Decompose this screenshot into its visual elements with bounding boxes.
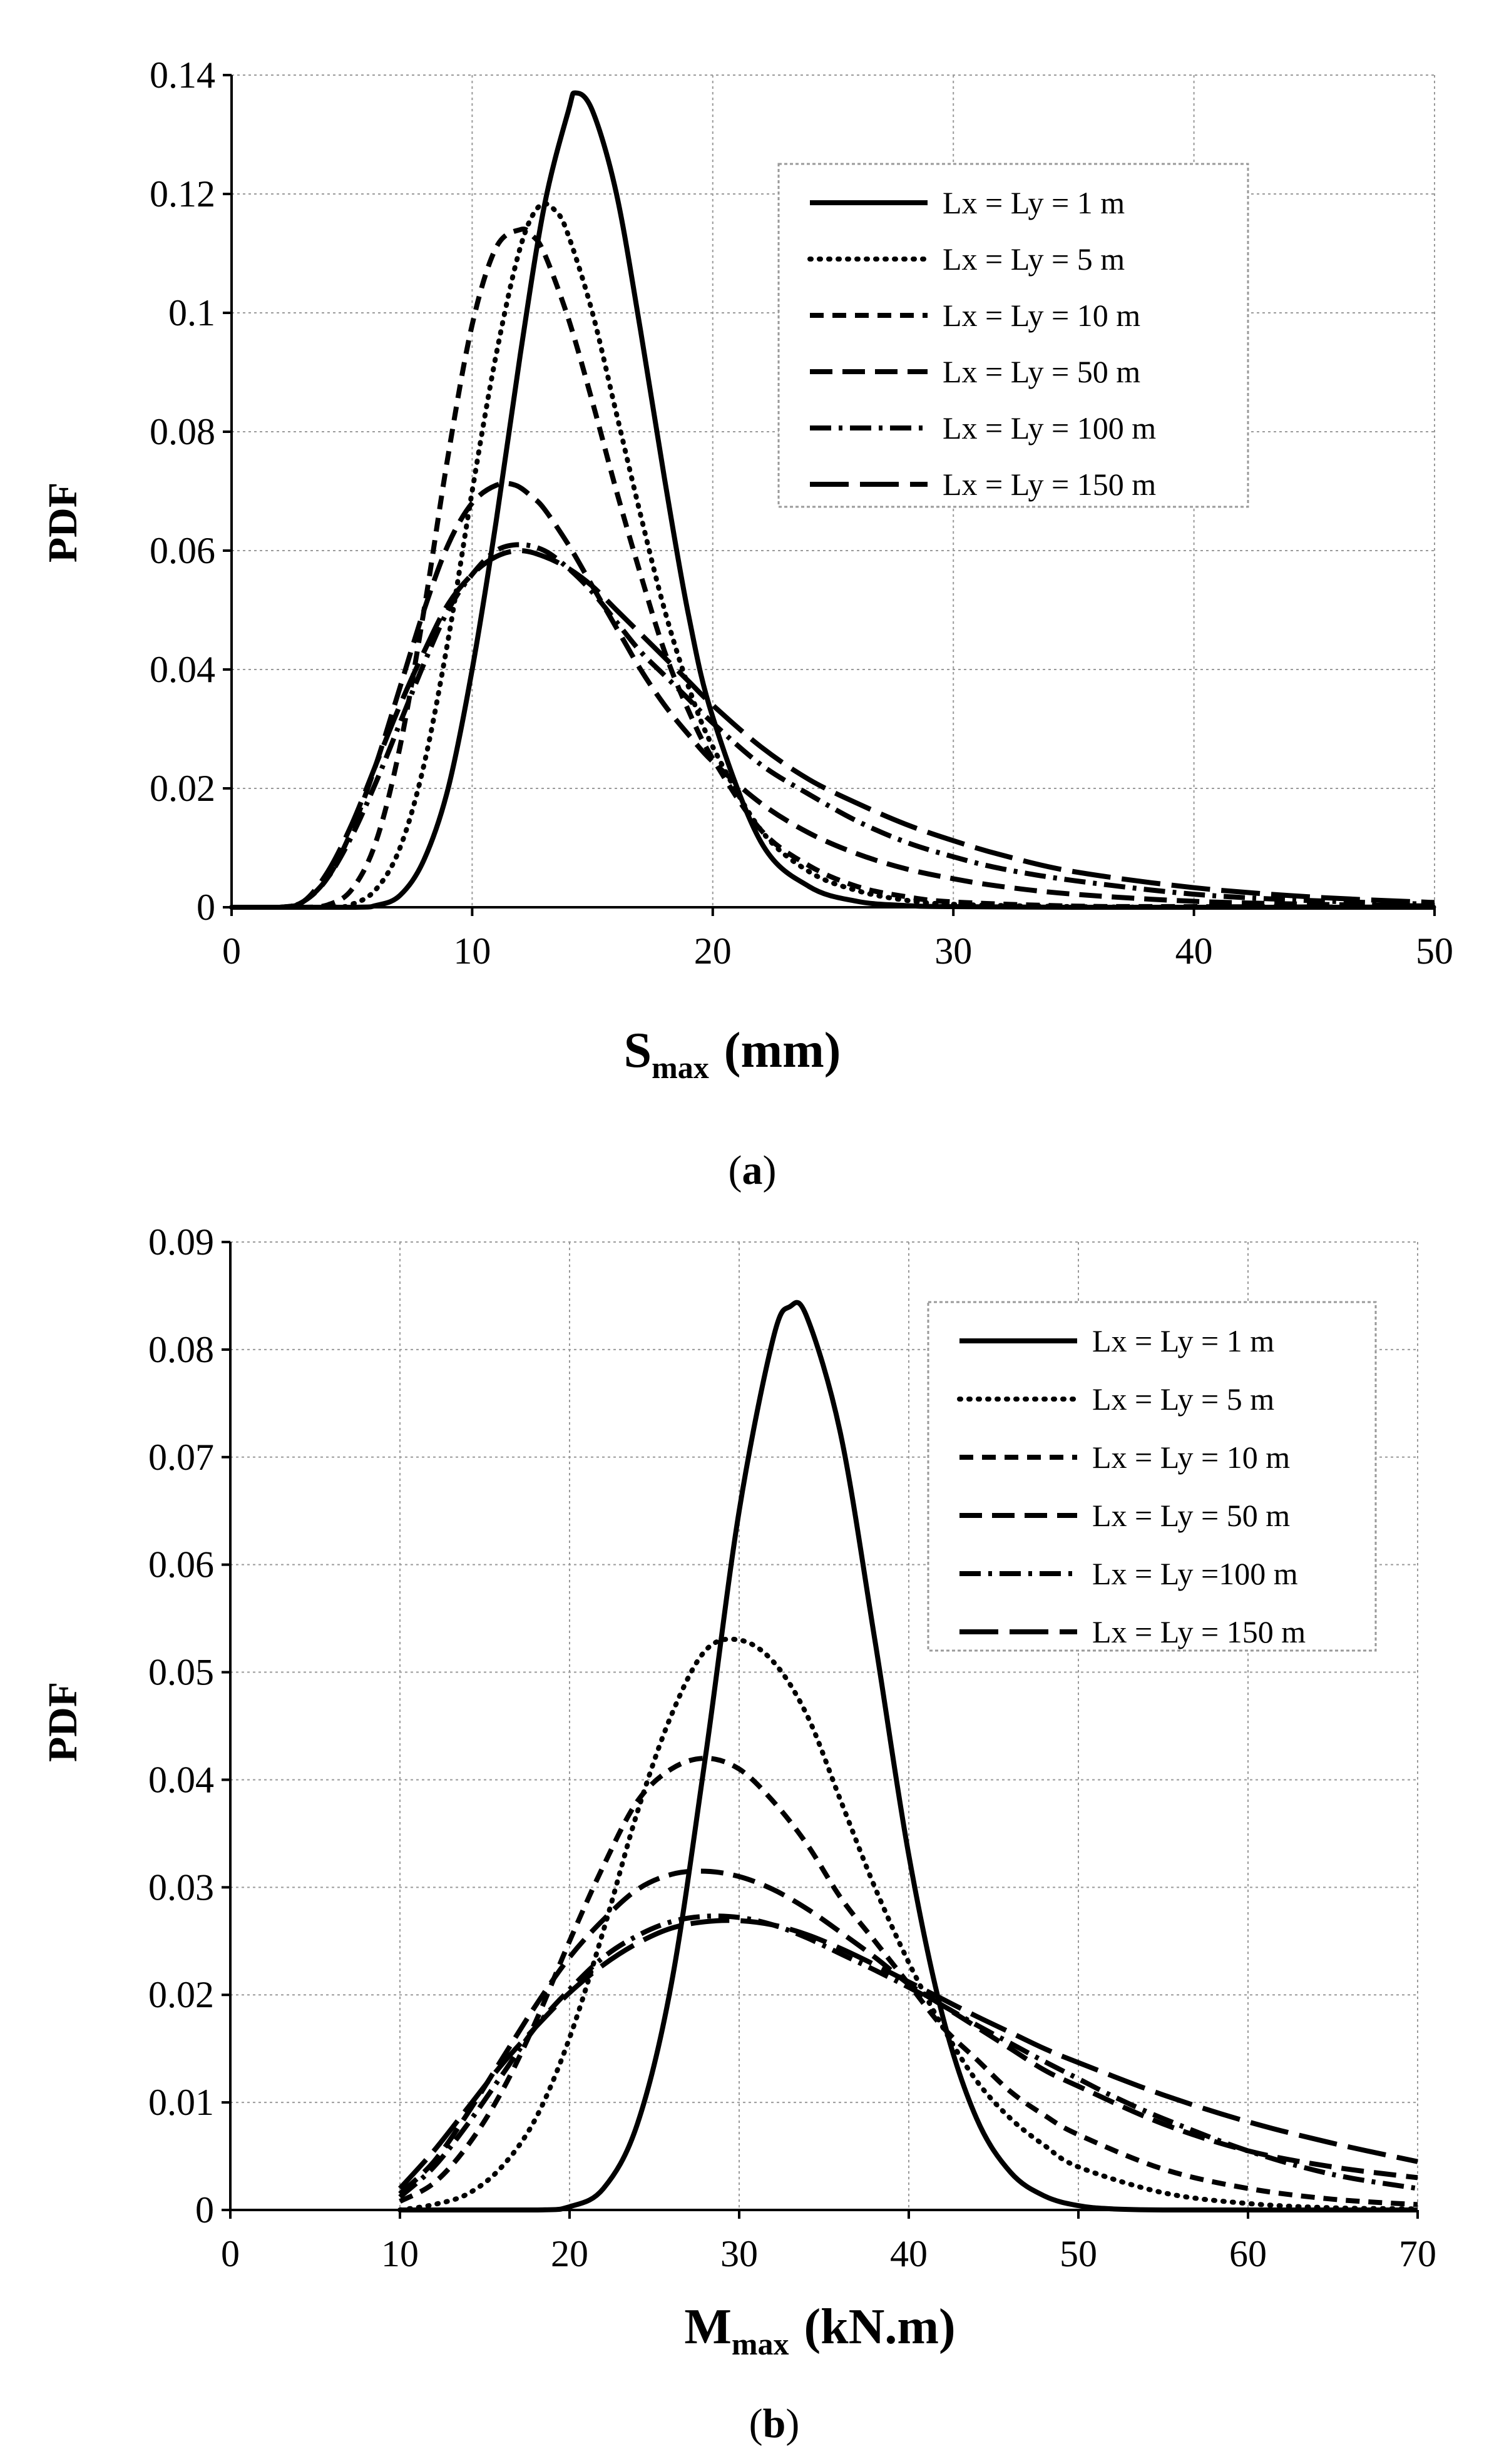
y-tick-label: 0.02 (150, 768, 215, 809)
legend-label: Lx = Ly = 1 m (1092, 1323, 1274, 1358)
x-label-sub-b: max (732, 2326, 789, 2361)
legend-label: Lx = Ly = 50 m (1092, 1498, 1290, 1533)
grid-a (232, 74, 1435, 907)
panel-caption-b: (b) (749, 2401, 800, 2446)
y-tick-label: 0.04 (150, 649, 215, 690)
series-line-long-dash (231, 548, 1435, 910)
x-axis-label-b: Mmax (kN.m) (684, 2299, 955, 2361)
grid-b (230, 1241, 1418, 2210)
chart-panel-a: 0 10 20 30 40 5000.020.040.060.080.10.120.14 … (40, 54, 1453, 1193)
legend-label: Lx = Ly = 150 m (1092, 1614, 1306, 1649)
x-tick-label: 30 (720, 2233, 758, 2274)
series-line-solid (400, 1300, 1418, 2213)
y-tick-label: 0.05 (148, 1652, 214, 1693)
legend-label: Lx = Ly = 100 m (943, 410, 1156, 445)
series-line-short-dash (231, 227, 1435, 910)
legend-label: Lx = Ly = 50 m (943, 354, 1140, 389)
y-tick-label: 0.14 (150, 54, 215, 96)
y-tick-label: 0 (195, 2189, 214, 2231)
legend-label: Lx = Ly = 150 m (943, 467, 1156, 502)
y-tick-label: 0 (197, 887, 215, 928)
chart-panel-b: 0 10 20 30 40 50 60 70 0 0.01 0.02 0.03 0.04 0.05 0.06… (40, 1221, 1436, 2446)
y-tick-label: 0.02 (148, 1974, 214, 2015)
y-tick-label: 0.03 (148, 1866, 214, 1908)
y-tick-label: 0.12 (150, 173, 215, 215)
series-line-dash-dot (231, 542, 1435, 910)
x-tick-label: 10 (453, 930, 491, 972)
series-line-dash (398, 1868, 1418, 2196)
x-tick-label: 40 (890, 2233, 928, 2274)
y-tick-label: 0.01 (148, 2082, 214, 2123)
y-tick-label: 0.09 (148, 1221, 214, 1263)
legend-a: Lx = Ly = 1 m Lx = Ly = 5 m Lx = Ly = 10 m… (777, 163, 1249, 508)
x-tick-label: 0 (221, 2233, 240, 2274)
x-tick-label: 20 (694, 930, 732, 972)
series-lines-b (397, 1300, 1420, 2213)
series-line-long-dash (398, 1918, 1418, 2191)
y-tick-label: 0.06 (150, 530, 215, 571)
series-line-dotted (229, 201, 1437, 910)
legend-label: Lx = Ly = 10 m (1092, 1440, 1290, 1475)
y-tick-label: 0.04 (148, 1759, 214, 1800)
x-axis-label-a: Smax (mm) (624, 1023, 841, 1085)
x-tick-label: 0 (222, 930, 241, 972)
y-tick-label: 0.07 (148, 1437, 214, 1478)
y-axis-label-b: PDF (40, 1682, 86, 1762)
series-line-dotted (397, 1636, 1420, 2212)
tick-labels-b: 0 10 20 30 40 50 60 70 0 0.01 0.02 0.03 0.04 0.05 0.06… (148, 1221, 1436, 2274)
legend-b: Lx = Ly = 1 m Lx = Ly = 5 m Lx = Ly = 10 m… (927, 1301, 1377, 1652)
series-line-short-dash (399, 1756, 1418, 2207)
x-tick-label: 10 (381, 2233, 419, 2274)
x-tick-label: 40 (1175, 930, 1213, 972)
x-tick-label: 50 (1416, 930, 1453, 972)
y-tick-label: 0.08 (148, 1329, 214, 1370)
y-tick-label: 0.06 (148, 1544, 214, 1586)
x-tick-label: 60 (1229, 2233, 1267, 2274)
legend-box (777, 163, 1249, 508)
legend-box (927, 1301, 1377, 1652)
legend-label: Lx = Ly = 5 m (1092, 1382, 1274, 1417)
x-label-unit-a: (mm) (724, 1023, 841, 1078)
y-tick-label: 0.08 (150, 411, 215, 452)
x-label-main-a: S (624, 1023, 652, 1078)
panel-caption-a: (a) (729, 1148, 777, 1193)
x-tick-label: 70 (1399, 2233, 1436, 2274)
x-tick-label: 20 (551, 2233, 588, 2274)
x-label-main-b: M (684, 2299, 732, 2355)
x-label-sub-a: max (652, 1050, 709, 1085)
legend-label: Lx = Ly = 10 m (943, 298, 1140, 333)
y-tick-label: 0.1 (168, 292, 215, 333)
axes-a (223, 74, 1436, 916)
y-axis-label-a: PDF (40, 482, 86, 563)
legend-label: Lx = Ly = 5 m (943, 242, 1125, 277)
axes-b (222, 1241, 1419, 2219)
x-tick-label: 50 (1060, 2233, 1097, 2274)
x-label-unit-b: (kN.m) (804, 2299, 955, 2355)
legend-label: Lx = Ly = 1 m (943, 185, 1125, 220)
legend-label: Lx = Ly =100 m (1092, 1556, 1298, 1591)
tick-labels-a: 0 10 20 30 40 50 0 0.02 0.04 0.06 0.08 0.1 0.12 0.14 (150, 54, 1453, 972)
x-tick-label: 30 (934, 930, 972, 972)
